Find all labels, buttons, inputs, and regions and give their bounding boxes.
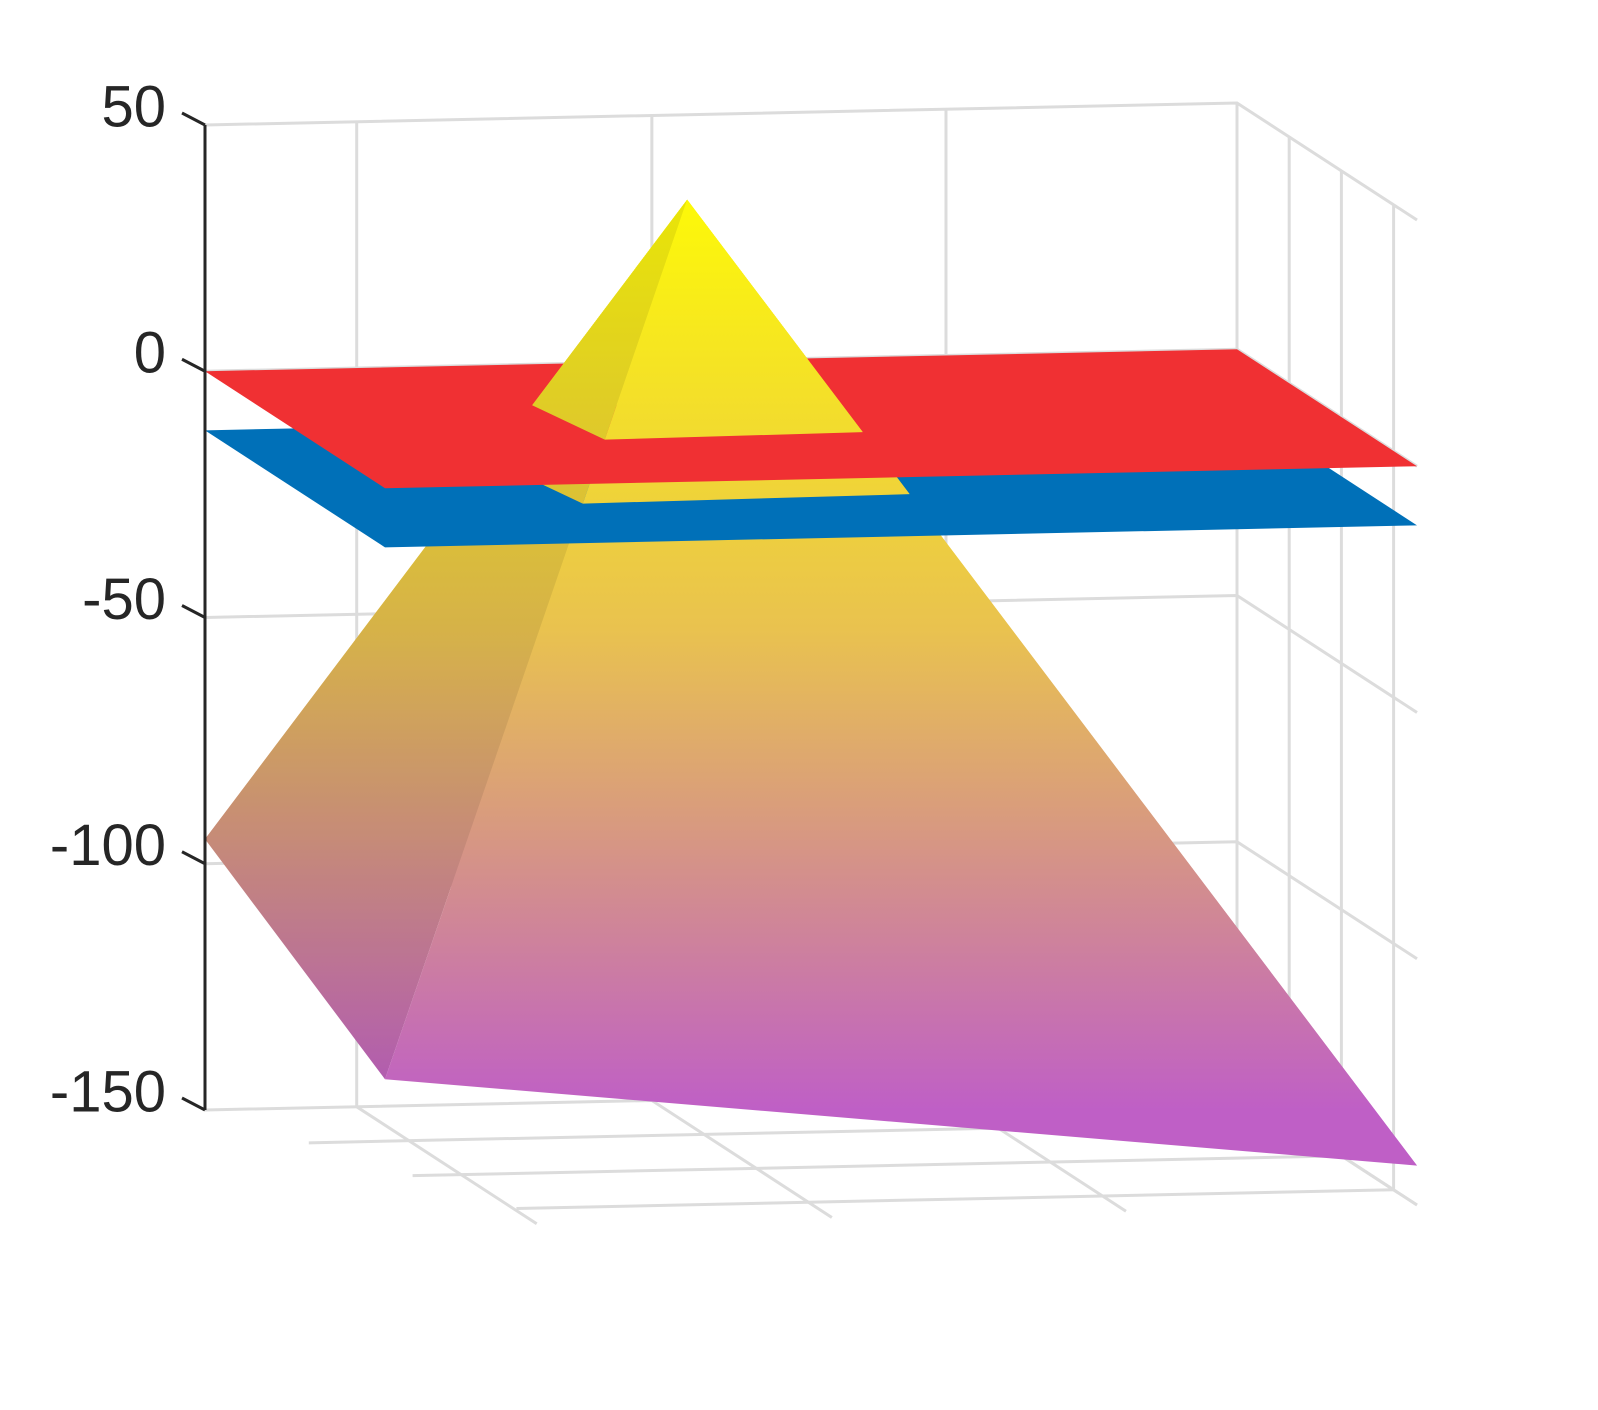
z-tick xyxy=(181,111,206,127)
grid-line xyxy=(204,101,1418,222)
z-tick-label: 50 xyxy=(101,74,166,139)
surface-face xyxy=(385,199,1417,1166)
face-shade xyxy=(532,199,688,440)
surface-face xyxy=(604,199,863,440)
z-tick xyxy=(181,604,206,619)
z-tick xyxy=(181,1096,206,1112)
surfaces xyxy=(205,199,1417,1166)
z-tick-label: -50 xyxy=(82,567,166,632)
z-tick-label: 0 xyxy=(134,321,166,386)
z-axis: 50 0 -50 -100 -150 xyxy=(50,74,207,1124)
z-tick xyxy=(181,850,206,866)
z-tick xyxy=(181,357,206,373)
grid-line xyxy=(516,1188,1394,1210)
grid-line xyxy=(412,1154,1342,1178)
grid xyxy=(204,101,1418,1226)
surface-face xyxy=(532,199,688,440)
z-tick-label: -100 xyxy=(50,813,166,878)
z-tick-label: -150 xyxy=(50,1059,166,1124)
